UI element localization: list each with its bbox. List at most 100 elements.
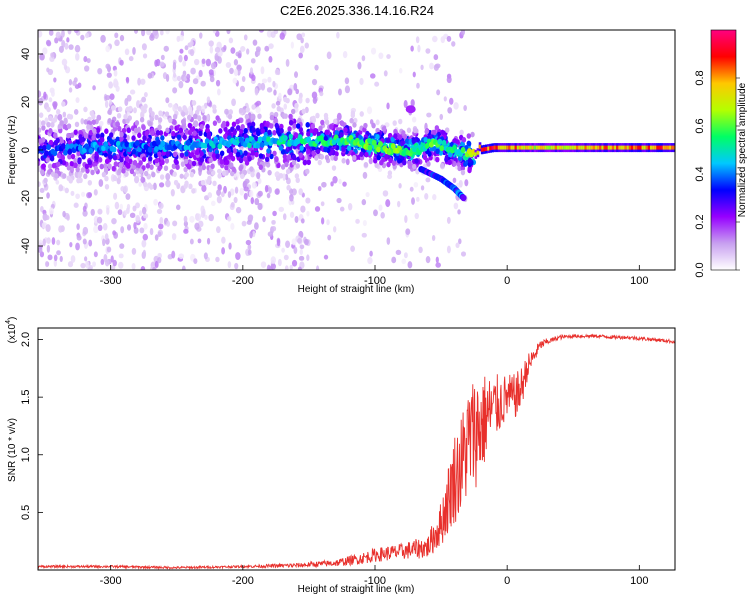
spectrogram-cell <box>323 146 328 153</box>
spectrogram-marks <box>38 30 675 270</box>
spectrogram-cell <box>603 145 607 150</box>
spectrogram-cell <box>300 218 305 224</box>
svg-text:(x104): (x104) <box>5 317 18 344</box>
spectrogram-cell <box>324 154 330 161</box>
spectrogram-cell <box>295 163 301 169</box>
spectrogram-cell <box>99 120 104 127</box>
spectrogram-cell <box>215 115 220 121</box>
spectrogram-cell <box>165 179 171 188</box>
spectrogram-cell <box>276 105 281 112</box>
spectrogram-cell <box>112 230 117 236</box>
spectrogram-cell <box>407 160 412 166</box>
spectrogram-cell <box>38 181 41 187</box>
spectrogram-cell <box>290 108 296 115</box>
spectrogram-cell <box>217 88 221 96</box>
spectrogram-cell <box>131 135 136 141</box>
spectrogram-cell <box>440 129 445 136</box>
spectrogram-cell <box>639 145 643 150</box>
spectrogram-cell <box>59 120 64 126</box>
spectrogram-cell <box>85 168 90 174</box>
spectrogram-cell <box>641 145 645 150</box>
spectrogram-cell <box>112 65 117 71</box>
spectrogram-cell <box>103 167 109 173</box>
spectrogram-cell <box>413 181 419 188</box>
spectrogram-cell <box>673 145 675 150</box>
spectrogram-cell <box>176 35 181 42</box>
snr-frame <box>37 327 676 571</box>
spectrogram-cell <box>181 265 186 270</box>
spectrogram-cell <box>435 148 440 155</box>
spectrogram-cell <box>495 145 499 150</box>
spectrogram-cell <box>228 109 234 115</box>
spectrogram-cell <box>460 147 466 154</box>
spectrogram-cell <box>266 87 273 93</box>
spectrogram-cell <box>355 218 360 224</box>
spectrogram-cell <box>521 145 524 150</box>
spectrogram-cell <box>123 210 128 216</box>
spectrogram-cell <box>464 179 469 187</box>
colorbar-ticks: 0.0 0.2 0.4 0.6 0.8 <box>694 70 740 278</box>
spectrogram-cell <box>616 145 619 150</box>
spectrogram-cell <box>119 59 124 66</box>
spectrogram-cell <box>38 90 42 98</box>
spectrogram-cell <box>397 134 403 141</box>
spectrogram-cell <box>289 264 293 270</box>
spectrogram-cell <box>137 126 141 135</box>
spectrogram-cell <box>293 83 298 91</box>
spectrogram-cell <box>401 130 406 136</box>
spectrogram-cell <box>404 138 410 144</box>
spectrogram-cell <box>329 148 334 155</box>
spectrogram-cell <box>260 128 266 134</box>
spectrogram-cell <box>119 203 123 211</box>
spectrogram-cell <box>104 94 111 101</box>
spectrogram-cell <box>338 88 342 96</box>
spectrogram-cell <box>296 33 303 41</box>
spectrogram-cell <box>88 147 94 154</box>
spectrogram-cell <box>43 91 47 100</box>
spectrogram-cell <box>107 163 112 169</box>
spectrogram-cell <box>255 100 262 106</box>
spectrogram-cell <box>382 190 389 197</box>
spectrogram-cell <box>349 117 354 124</box>
spectrogram-cell <box>460 30 465 36</box>
spectrogram-cell <box>171 250 176 259</box>
colorbar: 0.0 0.2 0.4 0.6 0.8 Normalized spectral ampl… <box>694 29 748 278</box>
spectrogram-cell <box>559 145 562 150</box>
spectrogram-cell <box>310 123 316 130</box>
spectrogram-cell <box>311 78 318 86</box>
spectrogram-cell <box>535 145 539 150</box>
spectrogram-cell <box>244 137 250 144</box>
spectrogram-cell <box>405 228 411 236</box>
spectrogram-cell <box>493 145 497 150</box>
spectrogram-cell <box>293 246 298 254</box>
spectrogram-cell <box>181 118 186 125</box>
spectrogram-cell <box>210 200 216 207</box>
spectrogram-cell <box>563 145 566 150</box>
spectrogram-cell <box>49 55 55 62</box>
spectrogram-cell <box>371 139 377 146</box>
spectrogram-cell <box>311 91 318 99</box>
spectrogram-cell <box>439 145 445 152</box>
spectrogram-cell <box>109 93 115 100</box>
spectrogram-cell <box>305 168 310 175</box>
spectrogram-cell <box>266 192 271 199</box>
spectrogram-cell <box>392 120 397 126</box>
spectrogram-cell <box>117 167 123 174</box>
spectrogram-cell <box>386 237 391 245</box>
spectrogram-cell <box>97 208 103 215</box>
spectrogram-cell <box>257 177 262 185</box>
spectrogram-cell <box>142 53 148 59</box>
spectrogram-cell <box>347 203 353 211</box>
spectrogram-cell <box>183 166 188 173</box>
snr-x-tick-label: 100 <box>630 575 648 587</box>
spectrogram-cell <box>145 163 151 169</box>
spectrogram-cell <box>491 145 495 150</box>
spectrogram-cell <box>178 253 185 260</box>
spectrogram-cell <box>518 145 522 150</box>
spectrogram-cell <box>240 45 246 52</box>
spectrogram-cell <box>150 130 155 136</box>
snr-x-label: Height of straight line (km) <box>298 584 415 595</box>
spectrogram-cell <box>415 36 420 44</box>
spectrogram-cell <box>110 105 116 111</box>
spectrogram-cell <box>425 256 431 264</box>
